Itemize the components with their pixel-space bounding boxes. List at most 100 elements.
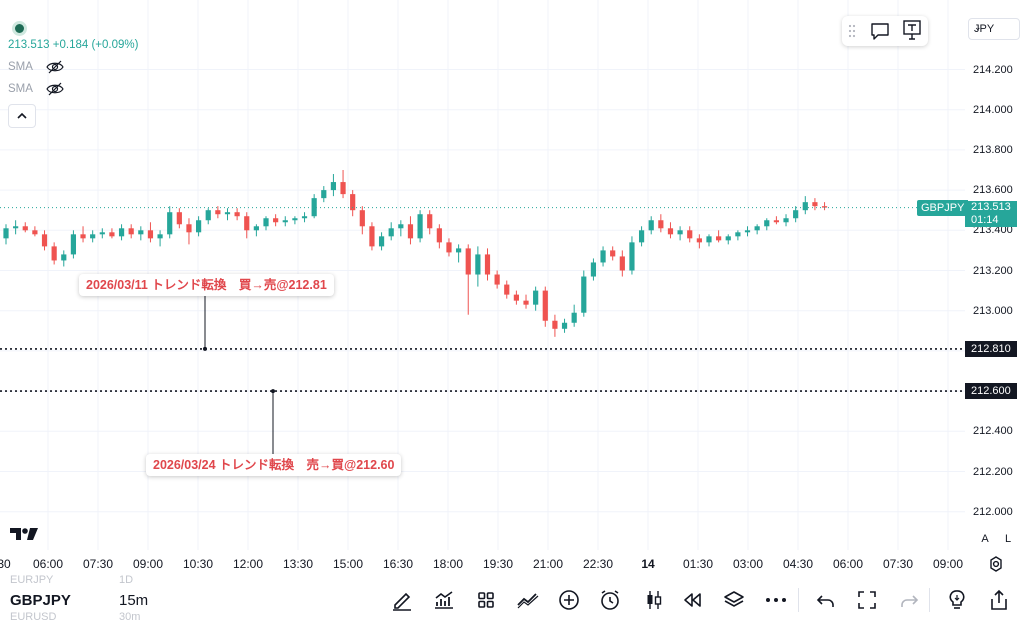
idea-icon[interactable] bbox=[945, 588, 969, 612]
candle-body bbox=[330, 182, 337, 191]
candle-body bbox=[186, 224, 192, 233]
candle-body bbox=[600, 250, 606, 263]
share-icon[interactable] bbox=[987, 588, 1011, 612]
candle-body bbox=[99, 232, 105, 235]
symbol-next[interactable]: EURUSD bbox=[10, 611, 57, 623]
candle-body bbox=[773, 220, 779, 223]
candle-body bbox=[523, 300, 529, 305]
price-tick-label: 214.200 bbox=[973, 63, 1013, 76]
candle-body bbox=[552, 320, 558, 329]
timeframe-selector[interactable]: 15m bbox=[119, 592, 149, 609]
eye-hidden-icon[interactable] bbox=[46, 60, 64, 74]
candle-body bbox=[61, 254, 67, 261]
timeframe-next[interactable]: 30m bbox=[119, 611, 141, 623]
candle-body bbox=[22, 226, 28, 231]
sma-indicator-2[interactable]: SMA bbox=[8, 82, 64, 96]
candle-body bbox=[658, 220, 664, 229]
symbol-selector[interactable]: GBPJPY bbox=[10, 592, 71, 609]
candle-body bbox=[533, 290, 539, 305]
indicators-icon[interactable] bbox=[432, 588, 456, 612]
candle-body bbox=[802, 202, 808, 211]
time-tick-label: 09:00 bbox=[132, 557, 164, 571]
price-tick-label: 214.000 bbox=[973, 103, 1013, 116]
candle-body bbox=[118, 228, 125, 237]
price-tick-label: 212.200 bbox=[973, 465, 1013, 478]
candle-body bbox=[465, 248, 471, 275]
time-tick-label: 06:00 bbox=[832, 557, 864, 571]
time-tick-label: 01:30 bbox=[682, 557, 714, 571]
redo-icon[interactable] bbox=[897, 588, 921, 612]
symbol-prev[interactable]: EURJPY bbox=[10, 574, 54, 586]
candle-body bbox=[215, 210, 221, 215]
time-tick-label: 16:30 bbox=[382, 557, 414, 571]
drag-handle-icon[interactable] bbox=[848, 24, 856, 38]
candle-body bbox=[90, 234, 96, 239]
candle-body bbox=[311, 198, 317, 217]
candle-body bbox=[561, 322, 568, 329]
time-tick-label: 03:00 bbox=[732, 557, 764, 571]
candle-body bbox=[542, 290, 548, 321]
candle-body bbox=[3, 228, 9, 239]
note-upper[interactable]: 2026/03/11 トレンド転換 買→売@212.81 bbox=[79, 274, 334, 296]
time-tick-label: 12:00 bbox=[232, 557, 264, 571]
candle-body bbox=[109, 232, 115, 237]
sma-label: SMA bbox=[8, 61, 33, 73]
floating-toolbar bbox=[842, 16, 928, 46]
candle-body bbox=[427, 214, 433, 229]
eye-hidden-icon[interactable] bbox=[46, 82, 64, 96]
note-lower[interactable]: 2026/03/24 トレンド転換 売→買@212.60 bbox=[146, 454, 402, 476]
candle-body bbox=[263, 218, 269, 227]
price-tick-label: 213.200 bbox=[973, 264, 1013, 277]
candle-body bbox=[407, 224, 414, 239]
price-axis[interactable]: 214.200 214.000 213.800 213.600 213.400 213.2… bbox=[965, 0, 1024, 550]
price-chart[interactable] bbox=[0, 0, 965, 550]
candle-body bbox=[167, 212, 173, 235]
pencil-icon[interactable] bbox=[390, 588, 414, 612]
plus-circle-icon[interactable] bbox=[557, 588, 581, 612]
candle-body bbox=[369, 226, 375, 247]
price-tick-label: 212.400 bbox=[973, 425, 1013, 438]
auto-scale-button[interactable]: A bbox=[981, 533, 989, 545]
comment-icon[interactable] bbox=[870, 21, 890, 41]
log-scale-button[interactable]: L bbox=[1004, 533, 1012, 545]
price-tick-label: 212.000 bbox=[973, 505, 1013, 518]
tradingview-logo[interactable] bbox=[10, 526, 40, 542]
symbol-price-tag: GBPJPY bbox=[917, 199, 969, 216]
text-tool-icon[interactable] bbox=[902, 19, 922, 41]
candle-body bbox=[244, 216, 250, 231]
chevron-down-icon: ⌄ bbox=[974, 22, 982, 32]
candle-body bbox=[138, 230, 144, 235]
candle-body bbox=[417, 214, 423, 239]
collapse-legend-button[interactable] bbox=[8, 104, 36, 128]
fullscreen-icon[interactable] bbox=[855, 588, 879, 612]
settings-gear-icon[interactable] bbox=[988, 556, 1004, 572]
hline-price-label: 212.600 bbox=[965, 383, 1017, 400]
sma-label: SMA bbox=[8, 83, 33, 95]
undo-icon[interactable] bbox=[814, 588, 838, 612]
time-axis[interactable]: 30 06:00 07:30 09:00 10:30 12:00 13:30 15:00 16:… bbox=[0, 552, 1024, 576]
candles-icon[interactable] bbox=[642, 588, 666, 612]
currency-select[interactable]: JPY ⌄ bbox=[968, 18, 1020, 40]
more-icon[interactable] bbox=[764, 588, 788, 612]
candle-body bbox=[667, 228, 674, 235]
candle-body bbox=[735, 232, 741, 237]
replay-icon[interactable] bbox=[680, 588, 704, 612]
time-tick-label: 04:30 bbox=[782, 557, 814, 571]
candle-body bbox=[484, 254, 491, 275]
candle-body bbox=[51, 246, 57, 261]
trend-icon[interactable] bbox=[516, 588, 540, 612]
candle-body bbox=[687, 230, 693, 239]
candle-body bbox=[581, 276, 587, 313]
alarm-icon[interactable] bbox=[598, 588, 622, 612]
candle-body bbox=[812, 202, 818, 207]
candle-body bbox=[282, 220, 288, 223]
grid-icon[interactable] bbox=[474, 588, 498, 612]
candle-body bbox=[321, 190, 327, 199]
chart-pane[interactable] bbox=[0, 0, 965, 550]
candle-body bbox=[494, 274, 500, 285]
sma-indicator-1[interactable]: SMA bbox=[8, 60, 64, 74]
candle-body bbox=[234, 212, 240, 217]
layers-icon[interactable] bbox=[722, 588, 746, 612]
timeframe-prev[interactable]: 1D bbox=[119, 574, 134, 586]
candle-body bbox=[456, 248, 462, 253]
